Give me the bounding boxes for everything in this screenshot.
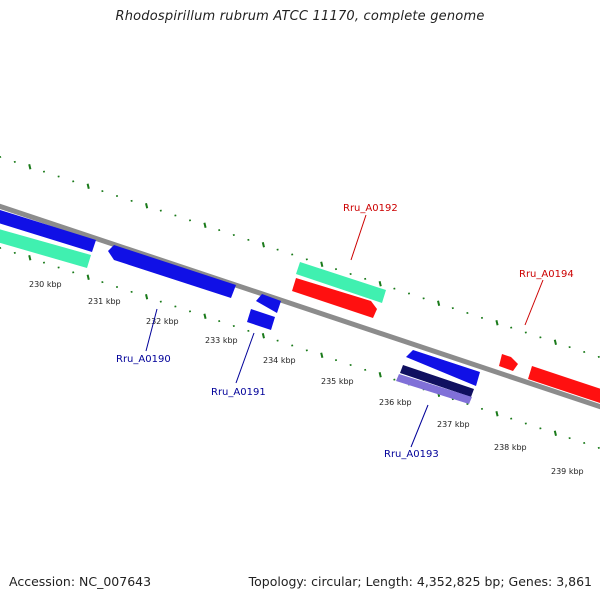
- tick-label-230: 230 kbp: [29, 280, 62, 289]
- tick-label-236: 236 kbp: [379, 398, 412, 407]
- reverse-cds-left[interactable]: [0, 210, 96, 252]
- accession-text: Accession: NC_007643: [9, 574, 152, 589]
- gene-label-a0193[interactable]: Rru_A0193: [384, 449, 439, 460]
- tick-label-232: 232 kbp: [146, 317, 179, 326]
- lower-tick-6: [86, 274, 90, 280]
- lower-tick-10: [145, 294, 149, 300]
- upper-tick-2: [28, 164, 32, 170]
- tick-label-231: 231 kbp: [88, 297, 121, 306]
- gene-labels: Rru_A0190 Rru_A0191 Rru_A0192 Rru_A0193 …: [116, 203, 574, 460]
- reverse-cds-a0191-lower[interactable]: [247, 309, 275, 330]
- forward-cds-a0192[interactable]: [292, 278, 377, 318]
- map-title: Rhodospirillum rubrum ATCC 11170, comple…: [115, 9, 485, 24]
- dark-feature-a0193[interactable]: [400, 365, 474, 397]
- tick-label-233: 233 kbp: [205, 336, 238, 345]
- upper-tick-38: [553, 339, 557, 345]
- leader-a0191: [235, 332, 255, 384]
- upper-tick-34: [495, 320, 499, 326]
- upper-tick-10: [145, 203, 149, 209]
- leader-a0194: [524, 279, 544, 326]
- gene-label-a0194[interactable]: Rru_A0194: [519, 269, 574, 280]
- lower-tick-34: [495, 411, 499, 417]
- leader-a0190: [145, 308, 158, 352]
- forward-cds-right[interactable]: [528, 366, 600, 405]
- upper-tick-30: [437, 300, 441, 306]
- leader-a0192: [350, 214, 367, 261]
- rna-feature-a0192[interactable]: [296, 262, 386, 303]
- leader-lines: [145, 214, 544, 448]
- tick-label-238: 238 kbp: [494, 443, 527, 452]
- forward-cds-a0194[interactable]: [499, 354, 518, 371]
- lower-tick-row: [0, 246, 600, 449]
- lower-tick-2: [28, 255, 32, 261]
- tick-label-234: 234 kbp: [263, 356, 296, 365]
- upper-tick-26: [378, 281, 382, 287]
- lower-tick-18: [261, 333, 265, 339]
- gene-label-a0192[interactable]: Rru_A0192: [343, 203, 398, 214]
- lower-tick-22: [320, 352, 324, 358]
- reverse-cds-a0191-upper[interactable]: [256, 294, 281, 313]
- lower-tick-38: [553, 430, 557, 436]
- gene-label-a0190[interactable]: Rru_A0190: [116, 354, 171, 365]
- tick-label-237: 237 kbp: [437, 420, 470, 429]
- genome-backbone: [0, 203, 600, 410]
- tick-labels: 230 kbp 231 kbp 232 kbp 233 kbp 234 kbp …: [29, 280, 584, 476]
- lower-tick-26: [378, 372, 382, 378]
- genome-summary-text: Topology: circular; Length: 4,352,825 bp…: [248, 574, 592, 589]
- upper-tick-6: [86, 183, 90, 189]
- lower-tick-14: [203, 313, 207, 319]
- upper-tick-22: [320, 261, 324, 267]
- upper-tick-14: [203, 222, 207, 228]
- upper-tick-row: [0, 155, 600, 358]
- reverse-cds-a0190[interactable]: [108, 245, 236, 298]
- gene-label-a0191[interactable]: Rru_A0191: [211, 387, 266, 398]
- tick-label-239: 239 kbp: [551, 467, 584, 476]
- rna-feature-left[interactable]: [0, 228, 91, 268]
- upper-tick-18: [261, 242, 265, 248]
- light-feature-a0193[interactable]: [396, 374, 472, 404]
- leader-a0193: [410, 404, 429, 448]
- features-layer: [0, 210, 600, 405]
- reverse-cds-a0193[interactable]: [406, 350, 480, 386]
- tick-label-235: 235 kbp: [321, 377, 354, 386]
